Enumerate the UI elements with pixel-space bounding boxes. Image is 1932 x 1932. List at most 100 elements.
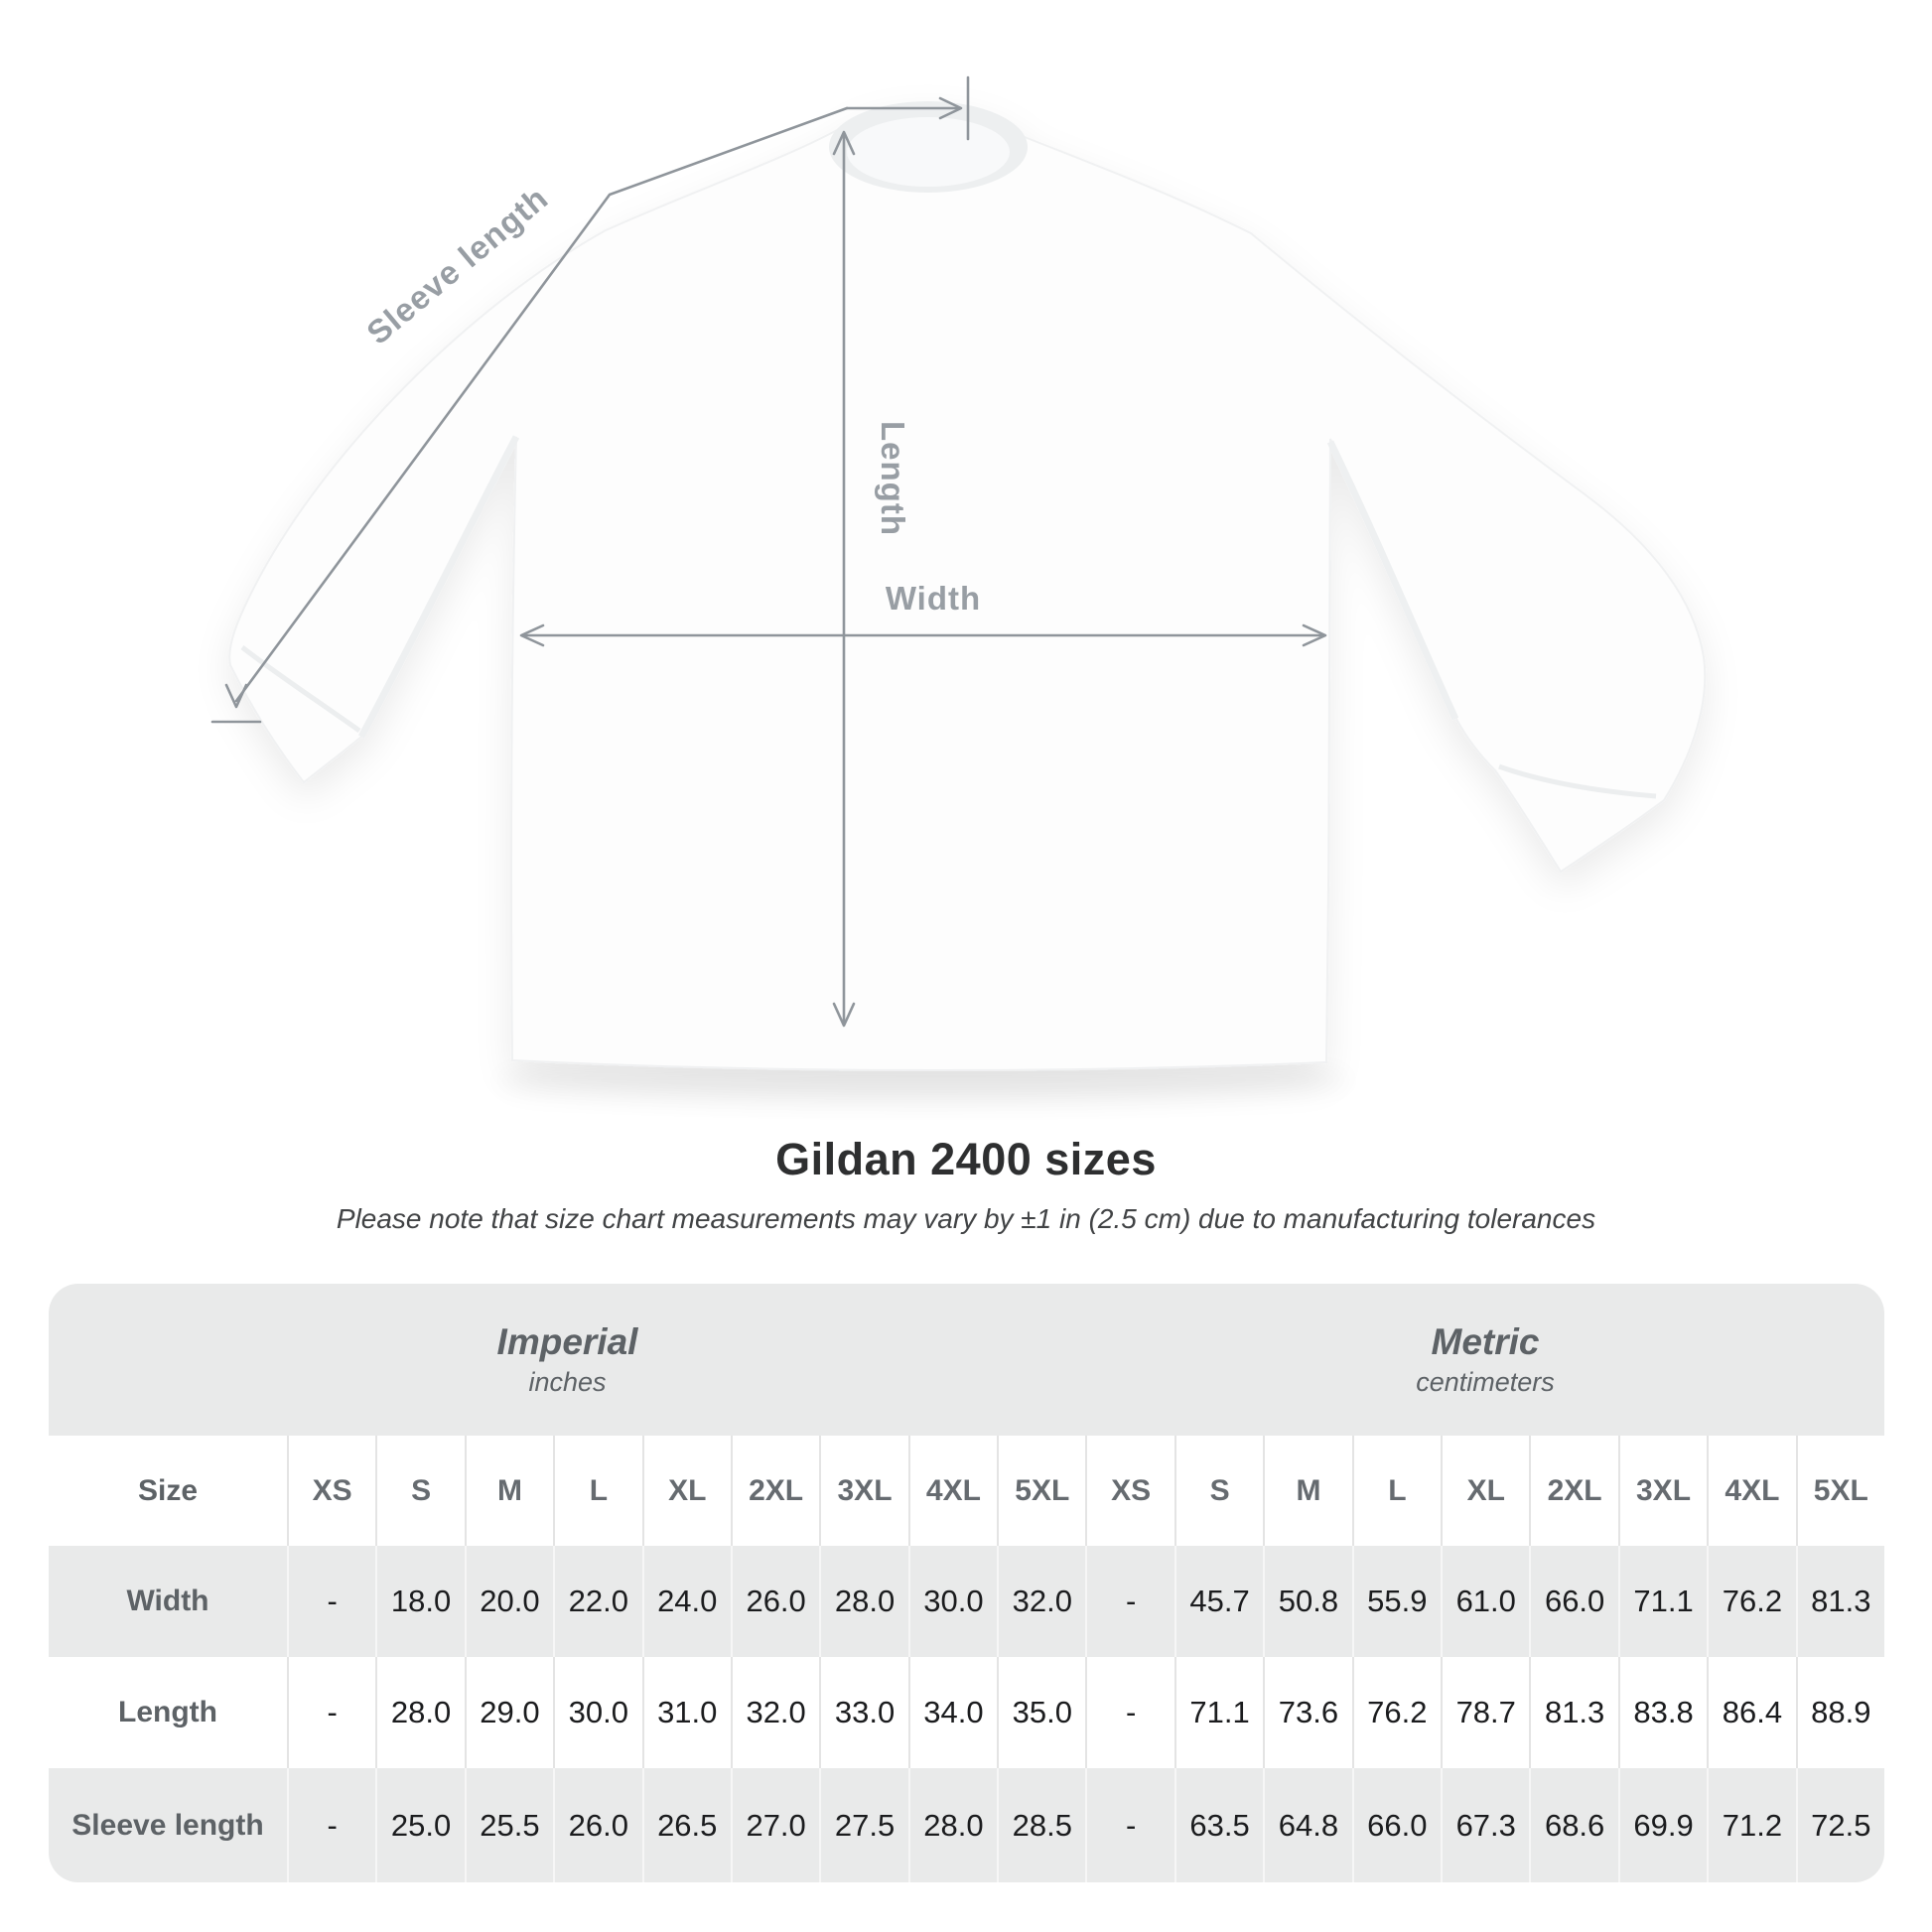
unit-group: Metric centimeters — [1086, 1284, 1884, 1436]
row-label: Sleeve length — [71, 1808, 264, 1842]
size-column-header: 2XL — [1529, 1436, 1617, 1546]
sleeve-down-arrowhead — [224, 683, 248, 709]
size-column-header: 4XL — [1707, 1436, 1795, 1546]
size-value-cell: 26.5 — [641, 1768, 731, 1882]
size-value-cell: - — [287, 1657, 375, 1768]
row-label: Width — [126, 1585, 209, 1617]
size-value-cell: - — [1085, 1657, 1173, 1768]
sleeve-right-arrowhead — [938, 96, 963, 120]
size-value-cell: 66.0 — [1351, 1768, 1441, 1882]
size-column-header: XS — [1085, 1436, 1173, 1546]
left-sleeve-seam — [357, 435, 520, 739]
size-column-header: 3XL — [1617, 1436, 1707, 1546]
size-value-cell: 68.6 — [1529, 1768, 1617, 1882]
measurement-row: Width -18.0 20.0 22.0 24.0 26.0 28.0 30.0 32.0-4… — [49, 1546, 1884, 1657]
size-value-cell: 25.5 — [464, 1768, 553, 1882]
size-value-cell: 45.7 — [1173, 1546, 1263, 1657]
size-value-cell: - — [1085, 1546, 1173, 1657]
length-down-arrowhead — [832, 1002, 856, 1028]
size-column-header: XL — [641, 1436, 731, 1546]
unit-group-sublabel: inches — [528, 1367, 607, 1397]
size-column-header: 5XL — [997, 1436, 1085, 1546]
size-value-cell: 22.0 — [553, 1546, 641, 1657]
size-table: Imperial inches Metric centimeters Size XS S M L… — [49, 1284, 1884, 1882]
size-value-cell: 88.9 — [1795, 1657, 1884, 1768]
size-value-cell: 35.0 — [997, 1657, 1085, 1768]
size-value-cell: 30.0 — [553, 1657, 641, 1768]
size-column-header: 2XL — [730, 1436, 819, 1546]
length-up-arrowhead — [832, 130, 856, 156]
size-column-header: 5XL — [1795, 1436, 1884, 1546]
row-label: Length — [118, 1696, 217, 1728]
size-value-cell: 32.0 — [997, 1546, 1085, 1657]
measurement-lines — [210, 75, 1327, 1028]
size-value-cell: - — [1085, 1768, 1173, 1882]
size-value-cell: 86.4 — [1707, 1657, 1795, 1768]
unit-group-label: Imperial — [496, 1321, 638, 1362]
collar-inner — [847, 117, 1010, 187]
width-left-arrowhead — [519, 623, 545, 647]
size-column-header: XL — [1441, 1436, 1529, 1546]
size-value-cell: 20.0 — [464, 1546, 553, 1657]
right-sleeve-seam — [1326, 440, 1459, 721]
size-value-cell: 32.0 — [730, 1657, 819, 1768]
size-value-cell: 29.0 — [464, 1657, 553, 1768]
size-value-cell: 72.5 — [1795, 1768, 1884, 1882]
size-value-cell: 61.0 — [1441, 1546, 1529, 1657]
right-cuff-seam — [1498, 763, 1657, 799]
size-value-cell: 26.0 — [730, 1546, 819, 1657]
size-value-cell: 66.0 — [1529, 1546, 1617, 1657]
size-value-cell: 63.5 — [1173, 1768, 1263, 1882]
size-value-cell: 27.0 — [730, 1768, 819, 1882]
unit-group-label: Metric — [1431, 1321, 1540, 1362]
size-value-cell: 24.0 — [641, 1546, 731, 1657]
size-diagram: Sleeve length Length Width — [210, 75, 1707, 1102]
size-value-cell: 76.2 — [1707, 1546, 1795, 1657]
width-right-arrowhead — [1302, 623, 1327, 647]
size-column-header: XS — [287, 1436, 375, 1546]
size-value-cell: 81.3 — [1529, 1657, 1617, 1768]
size-value-cell: 31.0 — [641, 1657, 731, 1768]
width-label: Width — [886, 580, 981, 617]
size-value-cell: 28.0 — [819, 1546, 907, 1657]
size-value-cell: 30.0 — [907, 1546, 997, 1657]
unit-group-sublabel: centimeters — [1416, 1367, 1555, 1397]
size-value-cell: 71.1 — [1617, 1546, 1707, 1657]
size-value-cell: 34.0 — [907, 1657, 997, 1768]
length-label: Length — [875, 421, 911, 536]
size-column-header: S — [375, 1436, 464, 1546]
size-column-header: 4XL — [907, 1436, 997, 1546]
size-value-cell: 71.2 — [1707, 1768, 1795, 1882]
size-value-cell: 73.6 — [1263, 1657, 1351, 1768]
size-value-cell: 67.3 — [1441, 1768, 1529, 1882]
page-title: Gildan 2400 sizes — [775, 1134, 1157, 1184]
size-value-cell: 33.0 — [819, 1657, 907, 1768]
size-column-header: 3XL — [819, 1436, 907, 1546]
size-value-cell: 28.0 — [375, 1657, 464, 1768]
size-column-header: L — [1351, 1436, 1441, 1546]
size-column-header: M — [1263, 1436, 1351, 1546]
unit-band: Imperial inches Metric centimeters — [49, 1284, 1884, 1436]
tolerance-note: Please note that size chart measurements… — [336, 1203, 1596, 1234]
size-value-cell: 28.5 — [997, 1768, 1085, 1882]
size-value-cell: - — [287, 1546, 375, 1657]
size-value-cell: 78.7 — [1441, 1657, 1529, 1768]
size-value-cell: 28.0 — [907, 1768, 997, 1882]
size-value-cell: 83.8 — [1617, 1657, 1707, 1768]
size-value-cell: 27.5 — [819, 1768, 907, 1882]
size-column-header: M — [464, 1436, 553, 1546]
size-header-row: Size XS S M L XL 2XL 3XL 4XL 5XL XS S M L XL 2XL 3XL 4XL 5… — [49, 1436, 1884, 1546]
size-row-label: Size — [137, 1473, 199, 1507]
measurement-row: Length -28.0 29.0 30.0 31.0 32.0 33.0 34.0 35.0-… — [49, 1657, 1884, 1768]
shirt-shadow — [496, 1058, 1350, 1102]
shirt-illustration — [228, 101, 1707, 1071]
sleeve-diagonal-line — [234, 106, 849, 703]
size-value-cell: 25.0 — [375, 1768, 464, 1882]
size-value-cell: 69.9 — [1617, 1768, 1707, 1882]
size-value-cell: 76.2 — [1351, 1657, 1441, 1768]
unit-group: Imperial inches — [49, 1284, 1086, 1436]
size-value-cell: 81.3 — [1795, 1546, 1884, 1657]
left-cuff-seam — [240, 645, 361, 734]
size-value-cell: - — [287, 1768, 375, 1882]
